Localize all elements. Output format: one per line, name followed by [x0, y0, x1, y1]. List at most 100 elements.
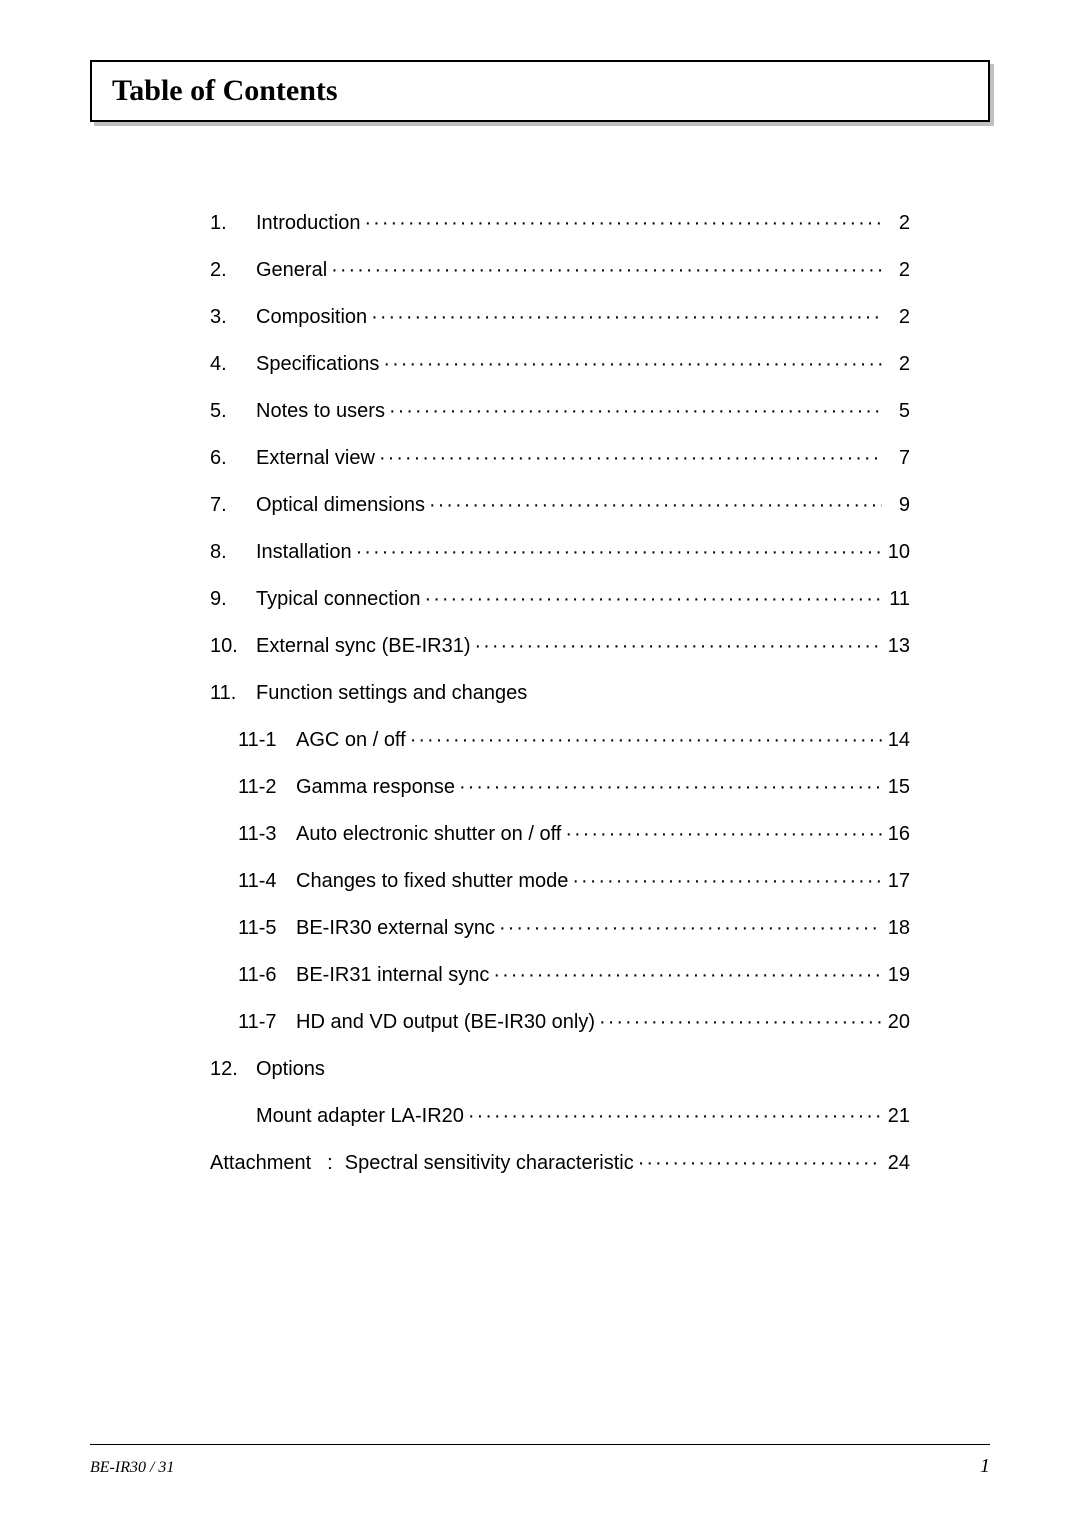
- attachment-text: Spectral sensitivity characteristic: [345, 1152, 634, 1175]
- toc-label: Composition: [256, 306, 367, 329]
- toc-dots: ········································…: [352, 541, 882, 564]
- toc-label: Changes to fixed shutter mode: [296, 870, 568, 893]
- footer-document-id: BE-IR30 / 31: [90, 1459, 174, 1477]
- toc-page: 17: [882, 870, 910, 893]
- toc-label: Notes to users: [256, 400, 385, 423]
- page-footer: BE-IR30 / 31 1: [90, 1444, 990, 1478]
- toc-sub-number: 11-1: [238, 729, 296, 752]
- toc-sub-number: 11-3: [238, 823, 296, 846]
- toc-label: Typical connection: [256, 588, 421, 611]
- toc-sub-entry: 11-5 BE-IR30 external sync ·············…: [210, 917, 910, 940]
- toc-entry: 3. Composition ·························…: [210, 306, 910, 329]
- toc-number: 7.: [210, 494, 256, 517]
- toc-dots: ········································…: [634, 1152, 882, 1175]
- toc-section-header: 11. Function settings and changes: [210, 682, 910, 705]
- toc-entry: 2. General ·····························…: [210, 259, 910, 282]
- toc-sub-entry: 11-3 Auto electronic shutter on / off ··…: [210, 823, 910, 846]
- toc-sub-number: 11-7: [238, 1011, 296, 1034]
- toc-dots: ········································…: [471, 635, 882, 658]
- toc-sub-number: 11-2: [238, 776, 296, 799]
- toc-number: 12.: [210, 1058, 256, 1081]
- toc-number: 10.: [210, 635, 256, 658]
- toc-label: Function settings and changes: [256, 682, 527, 705]
- toc-label: Optical dimensions: [256, 494, 425, 517]
- toc-number: 8.: [210, 541, 256, 564]
- toc-dots: ········································…: [425, 494, 882, 517]
- toc-dots: ········································…: [561, 823, 882, 846]
- toc-dots: ········································…: [367, 306, 882, 329]
- toc-dots: ········································…: [379, 353, 882, 376]
- toc-label: Mount adapter LA-IR20: [256, 1105, 464, 1128]
- toc-label: Gamma response: [296, 776, 455, 799]
- toc-entry: 9. Typical connection ··················…: [210, 588, 910, 611]
- toc-dots: ········································…: [568, 870, 882, 893]
- toc-label: Introduction: [256, 212, 361, 235]
- toc-attachment-entry: Attachment : Spectral sensitivity charac…: [210, 1152, 910, 1175]
- toc-entry: 10. External sync (BE-IR31) ············…: [210, 635, 910, 658]
- toc-dots: ········································…: [406, 729, 882, 752]
- toc-page: 2: [882, 212, 910, 235]
- toc-sub-entry: 11-7 HD and VD output (BE-IR30 only) ···…: [210, 1011, 910, 1034]
- toc-dots: ········································…: [385, 400, 882, 423]
- attachment-colon: :: [311, 1152, 345, 1175]
- toc-page: 18: [882, 917, 910, 940]
- toc-page: 10: [882, 541, 910, 564]
- toc-page: 7: [882, 447, 910, 470]
- toc-dots: ········································…: [327, 259, 882, 282]
- toc-label: Specifications: [256, 353, 379, 376]
- toc-dots: ········································…: [455, 776, 882, 799]
- toc-label: AGC on / off: [296, 729, 406, 752]
- toc-page: 9: [882, 494, 910, 517]
- toc-label: General: [256, 259, 327, 282]
- toc-dots: ········································…: [595, 1011, 882, 1034]
- toc-number: 2.: [210, 259, 256, 282]
- toc-dots: ········································…: [489, 964, 882, 987]
- toc-entry: 4. Specifications ······················…: [210, 353, 910, 376]
- toc-entry: 6. External view ·······················…: [210, 447, 910, 470]
- toc-label: HD and VD output (BE-IR30 only): [296, 1011, 595, 1034]
- toc-page: 14: [882, 729, 910, 752]
- toc-page: 16: [882, 823, 910, 846]
- toc-page: 2: [882, 306, 910, 329]
- toc-label: Auto electronic shutter on / off: [296, 823, 561, 846]
- toc-sub-entry: 11-1 AGC on / off ······················…: [210, 729, 910, 752]
- toc-label: BE-IR30 external sync: [296, 917, 495, 940]
- toc-page: 11: [882, 588, 910, 611]
- toc-dots: ········································…: [375, 447, 882, 470]
- toc-dots: ········································…: [495, 917, 882, 940]
- toc-label: External view: [256, 447, 375, 470]
- toc-dots: ········································…: [464, 1105, 882, 1128]
- toc-label: BE-IR31 internal sync: [296, 964, 489, 987]
- toc-sub-number: 11-5: [238, 917, 296, 940]
- footer-page-number: 1: [980, 1455, 990, 1478]
- toc-page: 5: [882, 400, 910, 423]
- toc-page: 24: [882, 1152, 910, 1175]
- toc-number: 4.: [210, 353, 256, 376]
- toc-label: Installation: [256, 541, 352, 564]
- toc-page: 2: [882, 353, 910, 376]
- toc-number: 11.: [210, 682, 256, 705]
- toc-number: 6.: [210, 447, 256, 470]
- toc-sub-entry: 11-2 Gamma response ····················…: [210, 776, 910, 799]
- toc-dots: ········································…: [421, 588, 882, 611]
- page-title: Table of Contents: [112, 74, 968, 108]
- title-box: Table of Contents: [90, 60, 990, 122]
- toc-number: 1.: [210, 212, 256, 235]
- toc-number: 9.: [210, 588, 256, 611]
- toc-number: 3.: [210, 306, 256, 329]
- toc-label: Options: [256, 1058, 325, 1081]
- toc-container: 1. Introduction ························…: [90, 212, 990, 1175]
- toc-page: 19: [882, 964, 910, 987]
- toc-page: 13: [882, 635, 910, 658]
- toc-sub-number: 11-4: [238, 870, 296, 893]
- toc-label: External sync (BE-IR31): [256, 635, 471, 658]
- toc-entry: 7. Optical dimensions ··················…: [210, 494, 910, 517]
- attachment-label: Attachment: [210, 1152, 311, 1175]
- toc-number: 5.: [210, 400, 256, 423]
- toc-page: 2: [882, 259, 910, 282]
- toc-dots: ········································…: [361, 212, 882, 235]
- toc-page: 21: [882, 1105, 910, 1128]
- toc-page: 20: [882, 1011, 910, 1034]
- toc-sub-entry: Mount adapter LA-IR20 ··················…: [210, 1105, 910, 1128]
- toc-section-header: 12. Options: [210, 1058, 910, 1081]
